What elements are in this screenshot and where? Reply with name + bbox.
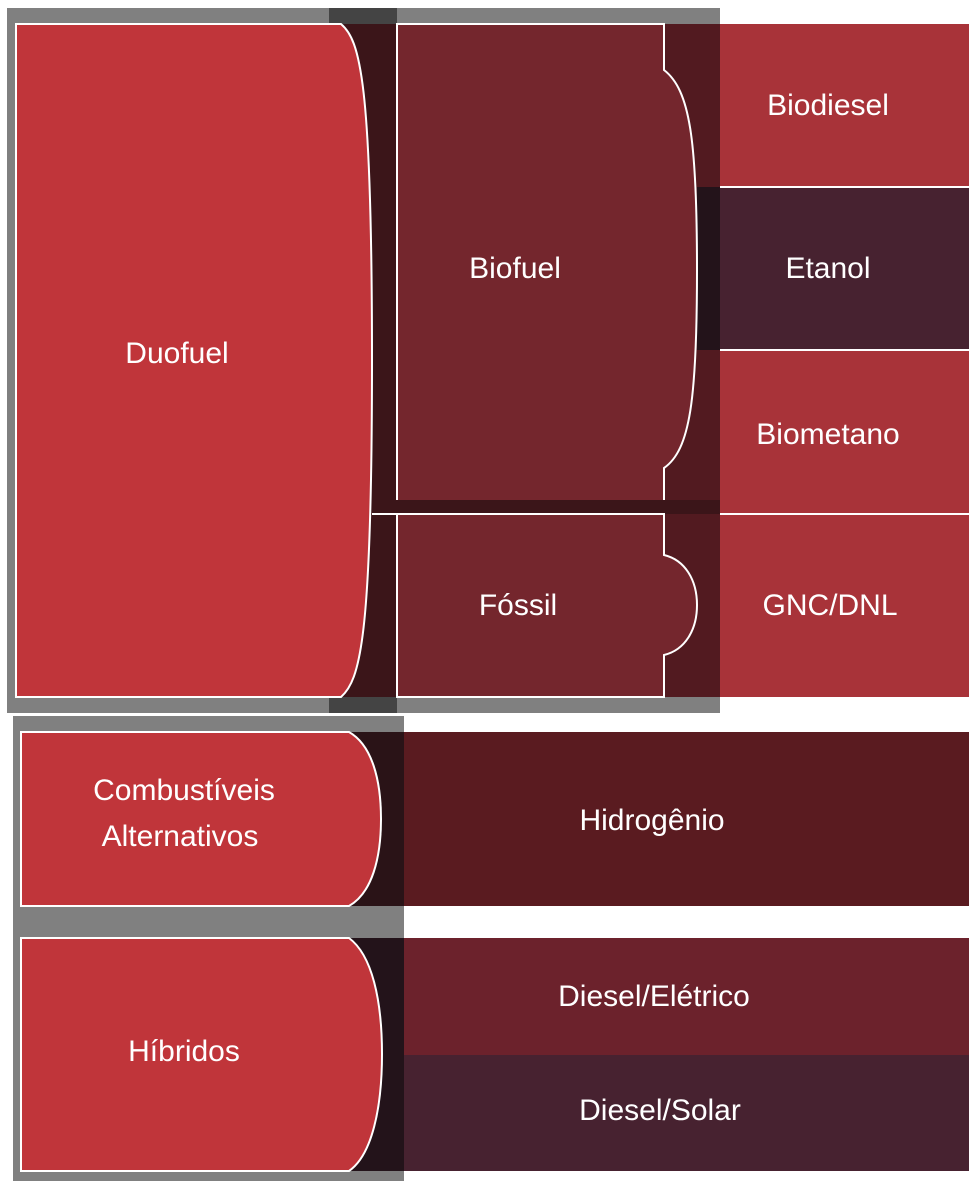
node-label: Biodiesel <box>767 89 889 122</box>
node-gnc <box>720 514 969 697</box>
node-label: Alternativos <box>102 820 259 853</box>
node-label: Diesel/Elétrico <box>558 980 750 1013</box>
node-biofuel <box>396 23 699 515</box>
node-combustiveis <box>20 731 383 907</box>
node-biodiesel <box>720 24 969 187</box>
node-hidrogenio <box>404 732 969 906</box>
connector <box>372 500 720 514</box>
node-label: Biofuel <box>469 252 561 285</box>
node-fossil <box>372 513 699 698</box>
node-label: Fóssil <box>479 589 557 622</box>
node-biometano <box>720 350 969 514</box>
node-label: Hidrogênio <box>579 804 724 837</box>
node-label: Híbridos <box>128 1035 240 1068</box>
node-label: Etanol <box>785 252 870 285</box>
node-label: Biometano <box>756 418 899 451</box>
node-diesel-solar <box>404 1055 969 1171</box>
node-label: Duofuel <box>125 337 228 370</box>
node-label: Diesel/Solar <box>579 1094 741 1127</box>
node-diesel-eletrico <box>404 938 969 1055</box>
node-label: Combustíveis <box>93 774 275 807</box>
node-hibridos <box>20 937 384 1172</box>
node-label: GNC/DNL <box>762 589 897 622</box>
connector <box>697 187 720 350</box>
node-etanol <box>697 187 969 350</box>
node-duofuel <box>15 23 374 698</box>
